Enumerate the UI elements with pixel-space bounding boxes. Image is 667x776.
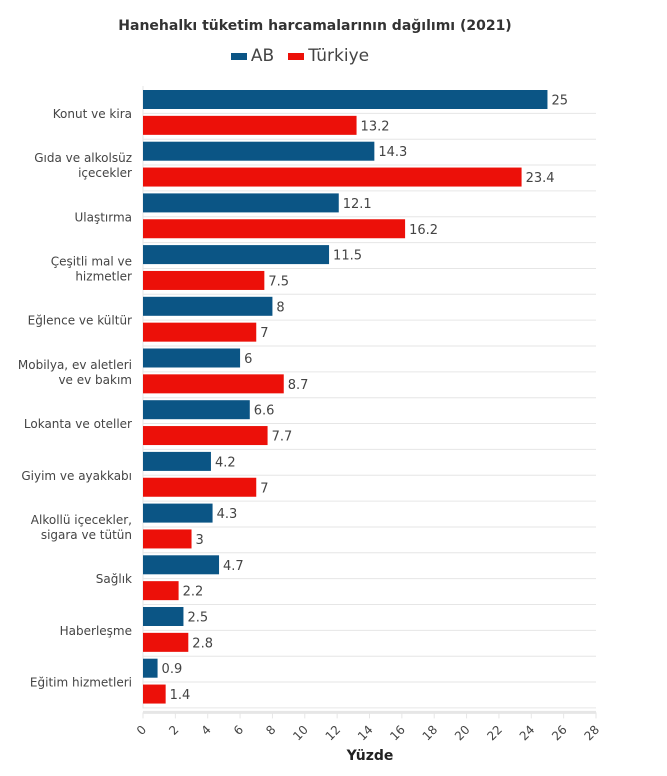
bar-ab xyxy=(143,503,213,523)
data-label: 16.2 xyxy=(409,223,438,238)
x-tick-label: 12 xyxy=(323,723,344,744)
data-label: 7 xyxy=(260,326,268,341)
bar-turkiye xyxy=(143,684,166,704)
x-tick-label: 20 xyxy=(452,723,473,744)
data-label: 3 xyxy=(196,533,204,548)
legend-item-turkiye[interactable]: Türkiye xyxy=(288,46,369,66)
data-label: 2.8 xyxy=(192,636,213,651)
category-label: Lokanta ve oteller xyxy=(24,417,132,431)
bar-turkiye xyxy=(143,322,257,342)
bar-ab xyxy=(143,90,548,109)
x-axis-title: Yüzde xyxy=(346,748,394,764)
data-label: 25 xyxy=(551,94,568,109)
category-label: Alkollü içecekler, xyxy=(31,513,132,527)
legend-item-ab[interactable]: AB xyxy=(230,46,275,66)
data-label: 23.4 xyxy=(526,171,555,186)
x-tick-label: 4 xyxy=(199,723,214,738)
x-tick-label: 22 xyxy=(484,723,505,744)
data-label: 2.5 xyxy=(187,611,208,626)
data-label: 8.7 xyxy=(288,378,309,393)
data-label: 11.5 xyxy=(333,249,362,264)
legend-swatch-turkiye xyxy=(288,52,305,60)
bar-turkiye xyxy=(143,115,357,135)
legend-swatch-ab xyxy=(230,52,247,60)
legend: AB Türkiye xyxy=(0,46,600,66)
bar-ab xyxy=(143,141,375,161)
data-label: 12.1 xyxy=(343,197,372,212)
data-label: 1.4 xyxy=(170,688,191,703)
x-tick-label: 16 xyxy=(387,723,408,744)
data-label: 13.2 xyxy=(361,119,390,134)
category-label: ve ev bakım xyxy=(58,373,132,387)
data-label: 14.3 xyxy=(378,145,407,160)
category-label: Eğlence ve kültür xyxy=(28,314,132,328)
data-label: 0.9 xyxy=(162,662,183,677)
data-label: 7 xyxy=(260,481,268,496)
data-label: 2.2 xyxy=(183,585,204,600)
bar-ab xyxy=(143,400,250,420)
data-label: 4.2 xyxy=(215,455,236,470)
legend-label-turkiye: Türkiye xyxy=(308,46,370,66)
x-tick-label: 6 xyxy=(231,723,246,738)
bar-turkiye xyxy=(143,426,268,446)
category-label: sigara ve tütün xyxy=(41,528,132,542)
bar-turkiye xyxy=(143,529,192,549)
category-label: Haberleşme xyxy=(60,624,132,638)
bar-turkiye xyxy=(143,632,189,652)
data-label: 6.6 xyxy=(254,404,275,419)
bar-ab xyxy=(143,193,339,213)
legend-label-ab: AB xyxy=(250,46,275,66)
category-label: Eğitim hizmetleri xyxy=(30,676,132,690)
chart-title: Hanehalkı tüketim harcamalarının dağılım… xyxy=(118,18,512,34)
bar-ab xyxy=(143,451,211,471)
x-tick-label: 26 xyxy=(549,723,570,744)
category-label: içecekler xyxy=(78,166,132,180)
bar-ab xyxy=(143,348,241,368)
x-tick-label: 18 xyxy=(420,723,441,744)
category-label: Konut ve kira xyxy=(53,107,132,121)
category-label: Ulaştırma xyxy=(74,210,132,224)
data-label: 4.7 xyxy=(223,559,244,574)
bar-ab xyxy=(143,658,158,678)
category-label: Sağlık xyxy=(96,572,132,586)
category-label: Mobilya, ev aletleri xyxy=(18,358,132,372)
bar-turkiye xyxy=(143,477,257,497)
bar-ab xyxy=(143,296,273,316)
bar-ab xyxy=(143,607,184,626)
bar-turkiye xyxy=(143,581,179,601)
bar-turkiye xyxy=(143,219,406,239)
x-tick-label: 0 xyxy=(134,723,149,738)
data-label: 7.5 xyxy=(268,274,289,289)
data-label: 6 xyxy=(244,352,252,367)
bar-turkiye xyxy=(143,270,265,290)
x-tick-label: 24 xyxy=(517,723,538,744)
bar-ab xyxy=(143,555,220,575)
x-tick-label: 2 xyxy=(166,723,181,738)
category-label: Çeşitli mal ve xyxy=(51,254,132,268)
category-label: Gıda ve alkolsüz xyxy=(34,151,132,165)
category-label: hizmetler xyxy=(75,269,132,283)
category-label: Giyim ve ayakkabı xyxy=(21,469,132,483)
data-label: 4.3 xyxy=(217,507,238,522)
x-tick-label: 10 xyxy=(290,723,311,744)
data-label: 7.7 xyxy=(272,430,293,445)
bar-ab xyxy=(143,245,330,265)
x-tick-label: 8 xyxy=(263,723,278,738)
bar-turkiye xyxy=(143,167,522,187)
x-tick-label: 14 xyxy=(355,723,376,744)
bar-turkiye xyxy=(143,374,284,394)
data-label: 8 xyxy=(276,300,284,315)
x-tick-label: 28 xyxy=(581,723,602,744)
